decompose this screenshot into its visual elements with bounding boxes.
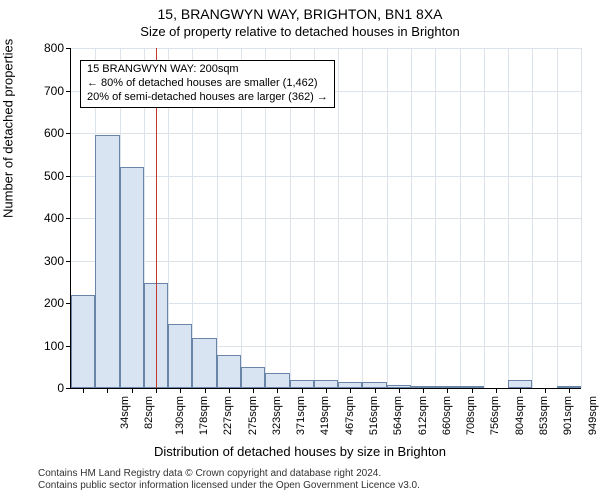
annotation-box: 15 BRANGWYN WAY: 200sqm ← 80% of detache… — [80, 60, 335, 108]
histogram-bar — [95, 135, 119, 388]
y-tick-mark — [66, 48, 71, 49]
x-tick-mark — [229, 388, 230, 393]
gridline-v — [460, 48, 461, 388]
histogram-bar — [217, 355, 241, 388]
x-tick-label: 708sqm — [465, 396, 477, 435]
x-tick-mark — [545, 388, 546, 393]
histogram-bar — [314, 380, 338, 389]
x-tick-label: 564sqm — [392, 396, 404, 435]
x-tick-label: 853sqm — [538, 396, 550, 435]
x-tick-label: 419sqm — [320, 396, 332, 435]
y-tick-label: 100 — [4, 339, 64, 353]
histogram-bar — [192, 338, 216, 388]
x-tick-label: 901sqm — [562, 396, 574, 435]
y-tick-label: 200 — [4, 296, 64, 310]
x-tick-label: 178sqm — [198, 396, 210, 435]
gridline-v — [338, 48, 339, 388]
y-tick-mark — [66, 261, 71, 262]
x-tick-mark — [205, 388, 206, 393]
x-tick-mark — [375, 388, 376, 393]
gridline-v — [435, 48, 436, 388]
x-tick-label: 612sqm — [417, 396, 429, 435]
histogram-bar — [265, 373, 289, 388]
figure-container: 15, BRANGWYN WAY, BRIGHTON, BN1 8XA Size… — [0, 0, 600, 500]
x-tick-mark — [253, 388, 254, 393]
histogram-bar — [290, 380, 314, 389]
x-tick-mark — [156, 388, 157, 393]
x-tick-label: 949sqm — [587, 396, 599, 435]
gridline-v — [362, 48, 363, 388]
x-tick-label: 82sqm — [143, 396, 155, 429]
x-tick-label: 227sqm — [222, 396, 234, 435]
footer-line-1: Contains HM Land Registry data © Crown c… — [38, 468, 420, 480]
footer-attribution: Contains HM Land Registry data © Crown c… — [38, 468, 420, 492]
gridline-v — [387, 48, 388, 388]
histogram-bar — [168, 324, 192, 388]
x-tick-mark — [472, 388, 473, 393]
y-tick-label: 300 — [4, 254, 64, 268]
histogram-bar — [508, 380, 532, 388]
x-tick-mark — [569, 388, 570, 393]
gridline-v — [581, 48, 582, 388]
x-tick-label: 130sqm — [174, 396, 186, 435]
x-tick-mark — [520, 388, 521, 393]
y-tick-label: 400 — [4, 211, 64, 225]
gridline-v — [557, 48, 558, 388]
x-tick-mark — [447, 388, 448, 393]
x-tick-mark — [302, 388, 303, 393]
gridline-v — [484, 48, 485, 388]
x-tick-mark — [132, 388, 133, 393]
y-tick-mark — [66, 218, 71, 219]
annotation-line-3: 20% of semi-detached houses are larger (… — [87, 91, 328, 105]
x-tick-mark — [399, 388, 400, 393]
x-tick-label: 371sqm — [295, 396, 307, 435]
gridline-v — [508, 48, 509, 388]
y-tick-mark — [66, 91, 71, 92]
x-tick-mark — [350, 388, 351, 393]
y-tick-mark — [66, 388, 71, 389]
x-tick-mark — [83, 388, 84, 393]
gridline-h — [71, 261, 581, 262]
x-tick-label: 756sqm — [490, 396, 502, 435]
x-tick-mark — [423, 388, 424, 393]
y-tick-label: 500 — [4, 169, 64, 183]
x-tick-label: 467sqm — [344, 396, 356, 435]
gridline-h — [71, 176, 581, 177]
y-tick-mark — [66, 133, 71, 134]
y-tick-mark — [66, 176, 71, 177]
y-tick-label: 800 — [4, 41, 64, 55]
x-axis-label: Distribution of detached houses by size … — [0, 444, 600, 459]
gridline-v — [411, 48, 412, 388]
y-tick-label: 600 — [4, 126, 64, 140]
x-tick-mark — [107, 388, 108, 393]
x-tick-mark — [496, 388, 497, 393]
y-tick-label: 700 — [4, 84, 64, 98]
histogram-bar — [71, 295, 95, 388]
gridline-h — [71, 133, 581, 134]
histogram-bar — [120, 167, 144, 388]
x-tick-label: 804sqm — [514, 396, 526, 435]
x-tick-mark — [277, 388, 278, 393]
x-tick-mark — [180, 388, 181, 393]
x-tick-mark — [326, 388, 327, 393]
x-tick-label: 34sqm — [119, 396, 131, 429]
histogram-bar — [241, 367, 265, 388]
gridline-h — [71, 48, 581, 49]
footer-line-2: Contains public sector information licen… — [38, 480, 420, 492]
x-tick-label: 275sqm — [247, 396, 259, 435]
y-tick-label: 0 — [4, 381, 64, 395]
chart-title-main: 15, BRANGWYN WAY, BRIGHTON, BN1 8XA — [0, 6, 600, 22]
x-tick-label: 660sqm — [441, 396, 453, 435]
chart-title-sub: Size of property relative to detached ho… — [0, 24, 600, 39]
annotation-line-1: 15 BRANGWYN WAY: 200sqm — [87, 63, 328, 77]
x-tick-label: 516sqm — [368, 396, 380, 435]
gridline-h — [71, 218, 581, 219]
annotation-line-2: ← 80% of detached houses are smaller (1,… — [87, 77, 328, 91]
gridline-v — [532, 48, 533, 388]
x-tick-label: 323sqm — [271, 396, 283, 435]
